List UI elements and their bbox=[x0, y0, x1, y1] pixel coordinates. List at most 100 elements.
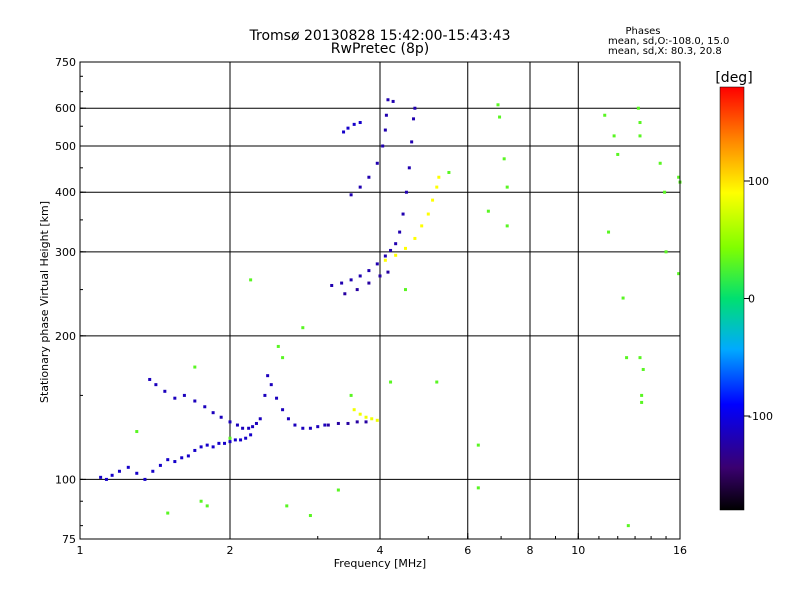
data-point bbox=[349, 278, 353, 282]
data-point bbox=[420, 224, 424, 228]
data-point bbox=[346, 421, 350, 425]
data-point bbox=[316, 425, 320, 429]
data-point bbox=[375, 418, 379, 422]
data-point bbox=[281, 356, 285, 360]
data-point bbox=[244, 436, 248, 440]
colorbar-gradient bbox=[719, 86, 745, 511]
data-point bbox=[394, 242, 398, 246]
data-point bbox=[343, 292, 347, 296]
y-tick-label: 500 bbox=[55, 140, 76, 153]
data-point bbox=[143, 477, 147, 481]
data-point bbox=[358, 121, 362, 125]
data-point bbox=[410, 140, 414, 144]
data-point bbox=[219, 415, 223, 419]
data-point bbox=[166, 511, 170, 515]
data-point bbox=[625, 356, 629, 360]
data-point bbox=[352, 122, 356, 126]
series-upper-trace bbox=[342, 121, 362, 134]
data-point bbox=[364, 420, 368, 424]
colorbar-ticks: 100 0 -100 bbox=[744, 175, 773, 423]
data-point bbox=[217, 441, 221, 445]
data-point bbox=[336, 488, 340, 492]
data-point bbox=[193, 365, 197, 369]
data-point bbox=[308, 514, 312, 518]
data-point bbox=[358, 185, 362, 189]
data-point bbox=[426, 212, 430, 216]
data-point bbox=[269, 383, 273, 387]
data-point bbox=[249, 433, 253, 437]
data-point bbox=[166, 458, 170, 462]
data-point bbox=[180, 456, 184, 460]
data-point bbox=[349, 393, 353, 397]
data-point bbox=[412, 117, 416, 121]
data-point bbox=[205, 504, 209, 508]
data-point bbox=[607, 230, 611, 234]
colorbar-label: [deg] bbox=[715, 70, 752, 86]
data-point bbox=[163, 389, 167, 393]
data-point bbox=[352, 408, 356, 412]
data-point bbox=[241, 426, 245, 430]
y-tick-label: 75 bbox=[62, 533, 76, 546]
data-point bbox=[435, 380, 439, 384]
data-point bbox=[275, 396, 279, 400]
series-scatter bbox=[135, 103, 682, 528]
data-point bbox=[638, 134, 642, 138]
data-point bbox=[151, 469, 155, 473]
data-point bbox=[621, 296, 625, 300]
data-point bbox=[384, 113, 388, 117]
data-point bbox=[403, 246, 407, 250]
y-tick-label: 300 bbox=[55, 246, 76, 259]
y-tick-label: 200 bbox=[55, 330, 76, 343]
data-point bbox=[386, 98, 390, 102]
data-point bbox=[340, 281, 344, 285]
data-point bbox=[383, 254, 387, 258]
data-point bbox=[367, 281, 371, 285]
data-point bbox=[281, 408, 285, 412]
phases-o-mean: mean, sd,O:-108.0, 15.0 bbox=[608, 36, 729, 47]
x-tick-label: 16 bbox=[673, 544, 687, 557]
data-point bbox=[330, 283, 334, 287]
colorbar-tick-label: 100 bbox=[748, 175, 769, 188]
phases-x-mean: mean, sd,X: 80.3, 20.8 bbox=[608, 46, 722, 57]
series-f2-o bbox=[330, 106, 417, 287]
y-tick-label: 600 bbox=[55, 102, 76, 115]
data-point bbox=[476, 443, 480, 447]
data-point bbox=[663, 190, 667, 194]
colorbar: [deg] 100 0 -100 bbox=[715, 70, 773, 511]
data-point bbox=[186, 454, 190, 458]
data-point bbox=[286, 417, 290, 421]
data-point bbox=[603, 113, 607, 117]
y-tick-label: 100 bbox=[55, 473, 76, 486]
x-axis-label: Frequency [MHz] bbox=[334, 557, 426, 570]
data-point bbox=[135, 471, 139, 475]
data-point bbox=[381, 144, 385, 148]
data-point bbox=[308, 426, 312, 430]
data-point bbox=[154, 383, 158, 387]
grid-lines bbox=[80, 62, 680, 539]
data-point bbox=[117, 469, 121, 473]
data-point bbox=[636, 106, 640, 110]
data-point bbox=[476, 486, 480, 490]
data-point bbox=[616, 152, 620, 156]
data-points bbox=[99, 98, 682, 528]
data-point bbox=[447, 170, 451, 174]
data-point bbox=[228, 420, 232, 424]
data-point bbox=[211, 411, 215, 415]
data-point bbox=[612, 134, 616, 138]
data-point bbox=[375, 262, 379, 266]
data-point bbox=[99, 475, 103, 479]
data-point bbox=[389, 380, 393, 384]
data-point bbox=[496, 103, 500, 107]
data-point bbox=[254, 421, 258, 425]
phases-heading: Phases bbox=[625, 26, 660, 37]
data-point bbox=[413, 106, 417, 110]
data-point bbox=[486, 209, 490, 213]
data-point bbox=[677, 272, 681, 276]
data-point bbox=[358, 412, 362, 416]
data-point bbox=[498, 115, 502, 119]
data-point bbox=[383, 128, 387, 132]
data-point bbox=[199, 499, 203, 503]
data-point bbox=[431, 198, 435, 202]
data-point bbox=[437, 175, 441, 179]
